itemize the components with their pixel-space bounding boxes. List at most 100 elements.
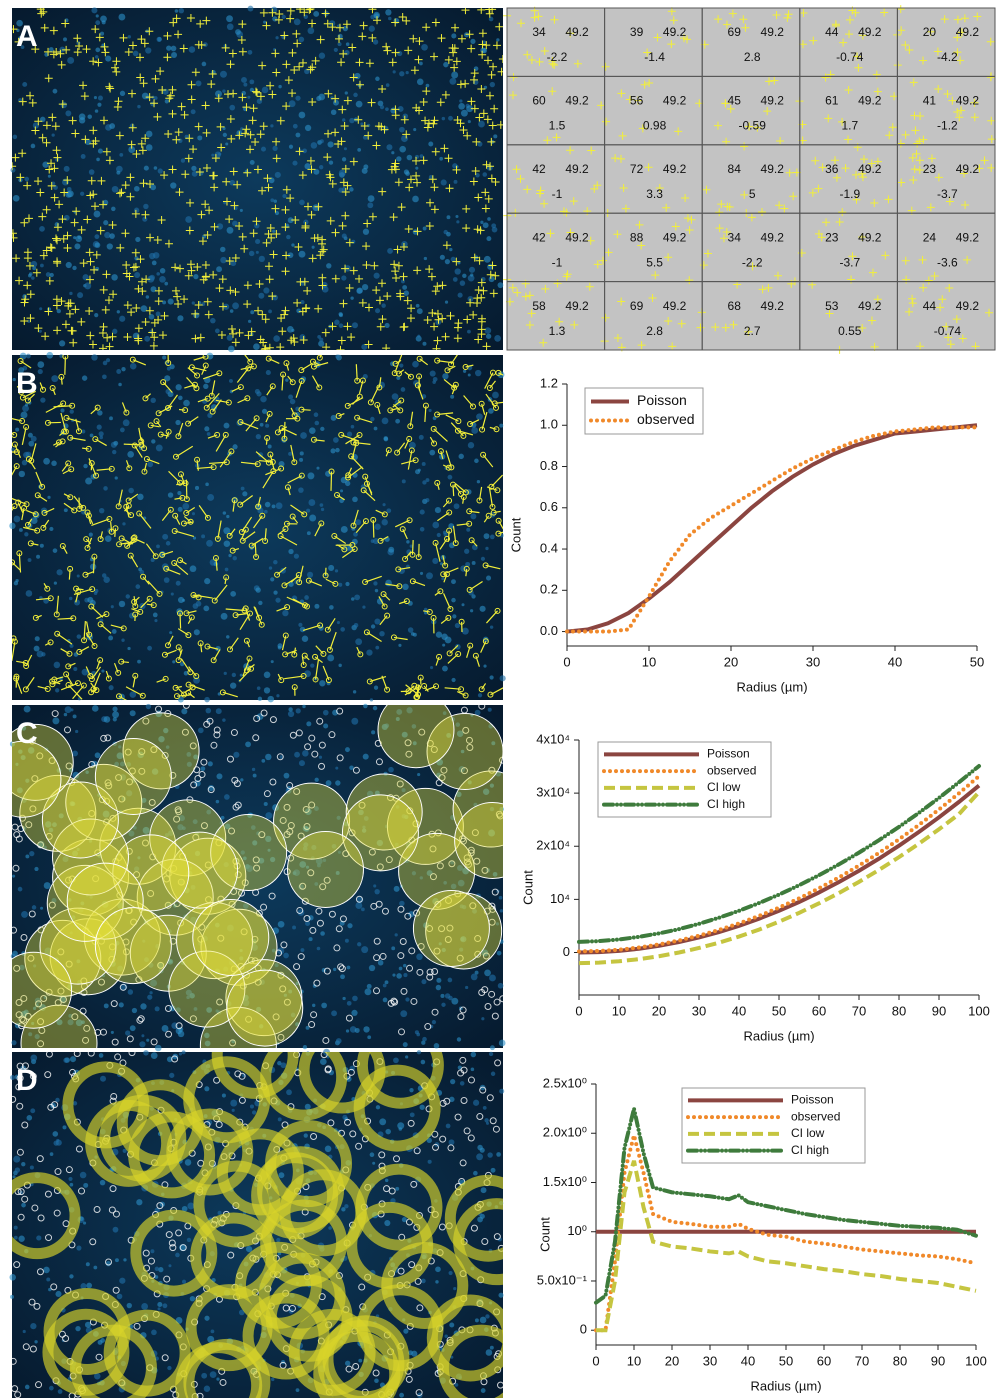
cell-cross — [231, 253, 240, 262]
neighbor-link — [53, 441, 60, 446]
nucleus — [77, 292, 84, 299]
cell-cross — [377, 279, 386, 288]
cell-cross — [498, 55, 503, 64]
nucleus — [223, 540, 231, 548]
cell-ring — [59, 542, 66, 549]
cell-cross — [324, 89, 333, 98]
cell-ring — [231, 497, 238, 504]
cell-cross — [115, 189, 124, 198]
cell-cross — [58, 215, 67, 224]
nucleus — [97, 102, 102, 107]
nucleus — [466, 527, 471, 532]
cell-ring — [492, 404, 499, 411]
nucleus — [487, 707, 492, 712]
cell-ring — [250, 363, 257, 370]
nucleus — [267, 848, 271, 852]
cell-cross — [98, 328, 107, 337]
cell-ring — [66, 650, 73, 657]
cell-ring — [377, 537, 384, 544]
cell-cross — [341, 264, 350, 273]
cell-ring — [210, 464, 217, 471]
cell-cross — [14, 37, 23, 46]
cell-cross — [23, 248, 32, 257]
nucleus — [462, 904, 467, 910]
cell-ring — [320, 650, 327, 657]
nucleus — [54, 222, 60, 227]
nucleus — [12, 194, 20, 202]
nucleus — [214, 922, 220, 928]
nucleus — [295, 708, 301, 714]
nucleus — [391, 151, 395, 155]
cell-cross — [191, 68, 200, 77]
nucleus — [371, 730, 376, 735]
cell-ring — [454, 427, 461, 434]
cell-ring — [216, 370, 223, 377]
nucleus — [229, 179, 236, 186]
cell-cross — [243, 168, 252, 177]
nucleus — [94, 313, 99, 318]
cell-cross — [394, 261, 403, 270]
nucleus — [25, 353, 31, 359]
nucleus — [197, 135, 203, 141]
nucleus — [335, 354, 340, 359]
cell-cross — [444, 154, 453, 163]
cell-cross — [337, 58, 346, 67]
nucleus — [11, 447, 15, 452]
cell-ring — [376, 384, 383, 391]
cell-cross — [407, 304, 416, 313]
cell-cross — [45, 276, 54, 285]
nucleus — [256, 1006, 262, 1013]
cell-ring — [267, 451, 274, 458]
nucleus — [482, 40, 487, 45]
nucleus — [442, 373, 449, 380]
nucleus — [248, 250, 255, 257]
neighbor-link — [138, 513, 152, 529]
cell-cross — [225, 215, 234, 224]
nucleus — [386, 144, 393, 151]
cell-cross — [318, 247, 327, 256]
nucleus — [294, 751, 300, 758]
cell-ring — [88, 676, 95, 683]
neighbor-link — [407, 450, 413, 470]
neighbor-link — [277, 673, 282, 681]
neighbor-link — [423, 685, 429, 692]
nucleus — [456, 1037, 462, 1042]
nucleus — [459, 1081, 465, 1086]
cell-cross — [55, 200, 64, 209]
nucleus — [166, 902, 171, 907]
cell-cross — [452, 165, 461, 174]
cell-ring — [23, 423, 30, 430]
nucleus — [293, 18, 301, 26]
nucleus — [290, 1012, 296, 1018]
nucleus — [400, 279, 405, 284]
nucleus — [21, 1161, 26, 1167]
neighbor-link — [398, 369, 405, 375]
cell-ring — [13, 448, 20, 455]
nucleus — [180, 158, 186, 163]
nucleus — [28, 1032, 33, 1037]
nucleus — [334, 319, 340, 325]
cell-ring — [444, 535, 451, 542]
neighbor-link — [301, 656, 305, 666]
cell-ring — [242, 605, 249, 612]
cell-ring — [403, 598, 410, 605]
x-tick-label: 20 — [652, 1003, 666, 1018]
nucleus — [328, 564, 335, 571]
nucleus — [306, 508, 311, 513]
cell-cross — [131, 248, 140, 257]
nucleus — [224, 567, 229, 572]
nucleus — [379, 104, 385, 110]
nucleus — [361, 828, 367, 833]
nucleus — [384, 1219, 391, 1227]
cell-cross — [298, 171, 307, 180]
y-tick-label: 2x10⁴ — [536, 838, 570, 853]
nucleus — [442, 643, 446, 647]
nucleus — [272, 229, 276, 233]
nucleus — [489, 974, 496, 982]
cell-cross — [340, 122, 349, 131]
cell-ring — [41, 509, 48, 516]
nucleus — [372, 39, 379, 45]
neighbor-link — [429, 436, 435, 444]
cell-ring — [16, 550, 23, 557]
nucleus — [292, 123, 298, 129]
